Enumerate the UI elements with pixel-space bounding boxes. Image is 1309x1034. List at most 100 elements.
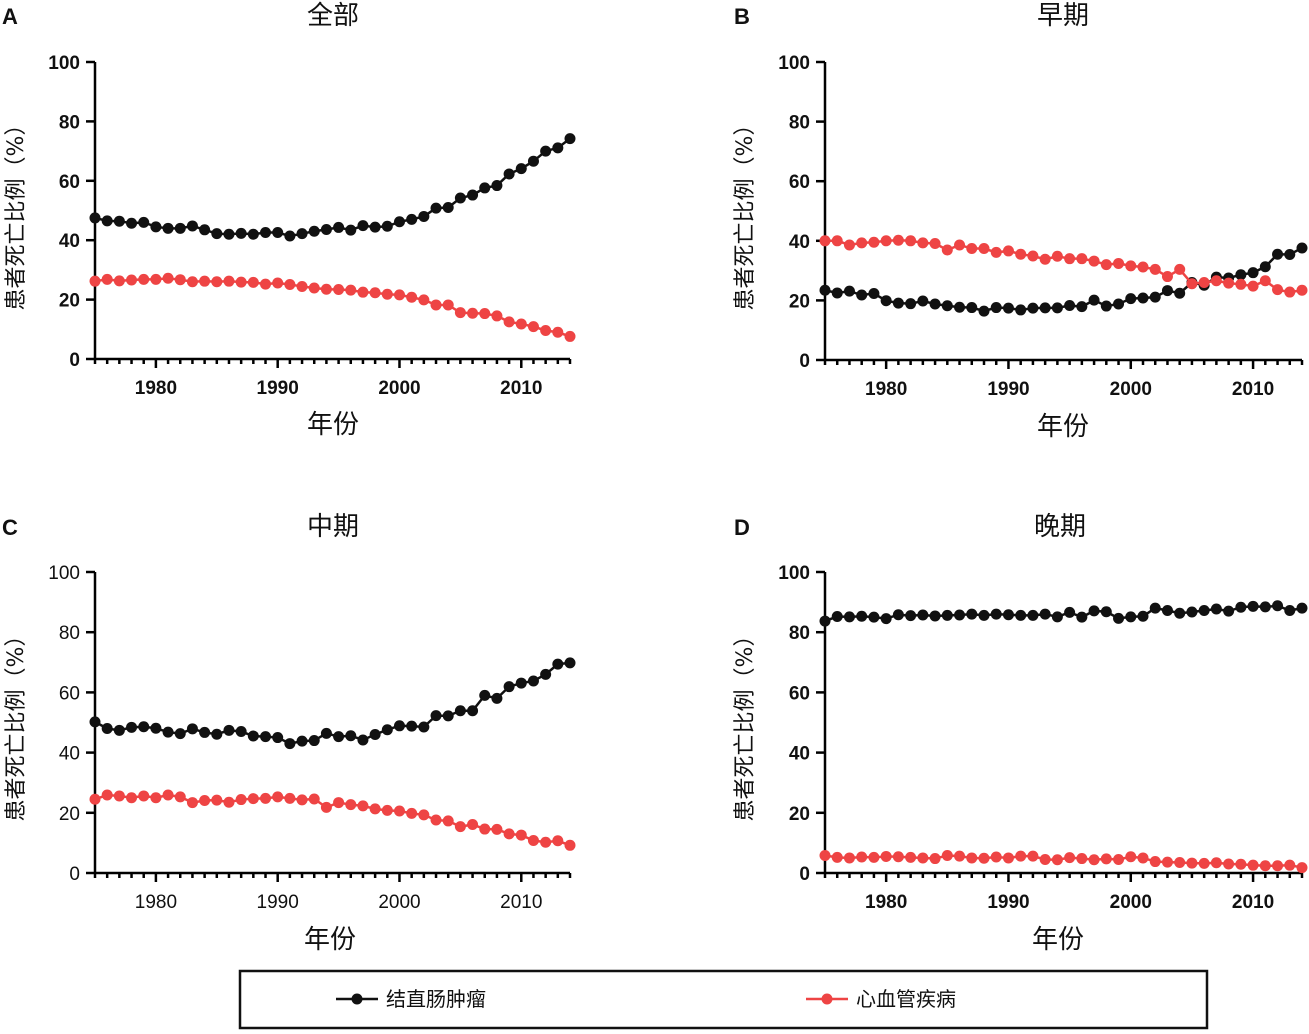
data-point: [186, 797, 198, 809]
data-point: [1235, 601, 1247, 613]
data-point: [162, 272, 174, 284]
y-tick-label: 80: [789, 623, 810, 644]
data-point: [345, 284, 357, 296]
data-point: [284, 738, 296, 750]
data-point: [113, 790, 125, 802]
data-point: [929, 610, 941, 622]
data-point: [564, 330, 576, 342]
data-point: [406, 213, 418, 225]
data-point: [1137, 852, 1149, 864]
data-point: [369, 729, 381, 741]
data-point: [1064, 852, 1076, 864]
data-point: [467, 705, 479, 717]
data-point: [235, 276, 247, 288]
legend-label-cardiovascular: 心血管疾病: [856, 987, 956, 1011]
data-point: [393, 720, 405, 732]
data-point: [199, 224, 211, 236]
y-tick-label: 0: [799, 351, 810, 372]
data-point: [101, 215, 113, 227]
data-point: [199, 726, 211, 738]
data-point: [369, 221, 381, 233]
data-point: [1100, 300, 1112, 312]
data-point: [1125, 611, 1137, 623]
data-point: [1088, 294, 1100, 306]
data-point: [978, 852, 990, 864]
data-point: [284, 278, 296, 290]
data-point: [552, 835, 564, 847]
data-point: [454, 821, 466, 833]
data-point: [990, 246, 1002, 258]
series-line: [94, 276, 571, 338]
data-point: [333, 221, 345, 233]
data-point: [320, 727, 332, 739]
data-point: [150, 792, 162, 804]
x-tick-label: 2000: [378, 378, 420, 399]
data-point: [126, 274, 138, 286]
series-line: [824, 854, 1303, 869]
data-point: [418, 809, 430, 821]
data-point: [1223, 605, 1235, 617]
data-point: [369, 287, 381, 299]
data-point: [357, 286, 369, 298]
data-point: [491, 310, 503, 322]
data-point: [442, 710, 454, 722]
data-point: [101, 723, 113, 735]
data-point: [1113, 257, 1125, 269]
data-point: [1186, 857, 1198, 869]
data-point: [1039, 853, 1051, 865]
data-point: [1149, 602, 1161, 614]
y-tick-label: 0: [69, 864, 80, 885]
data-point: [1015, 304, 1027, 316]
data-point: [843, 852, 855, 864]
data-point: [247, 730, 259, 742]
data-point: [1296, 284, 1308, 296]
data-point: [503, 168, 515, 180]
data-point: [308, 225, 320, 237]
legend-marker-colorectal: [351, 993, 363, 1005]
data-point: [1088, 854, 1100, 866]
data-point: [223, 228, 235, 240]
data-point: [454, 192, 466, 204]
data-point: [150, 221, 162, 233]
y-axis-label: 患者死亡比例（%）: [733, 114, 758, 311]
data-point: [260, 278, 272, 290]
data-point: [235, 794, 247, 806]
data-point: [1272, 600, 1284, 612]
data-point: [89, 793, 101, 805]
data-point: [418, 210, 430, 222]
data-point: [819, 850, 831, 862]
data-point: [393, 805, 405, 817]
data-point: [345, 224, 357, 236]
data-point: [1272, 860, 1284, 872]
data-point: [905, 851, 917, 863]
data-point: [211, 794, 223, 806]
y-tick-label: 40: [59, 744, 80, 765]
data-point: [1247, 267, 1259, 279]
panel-b: B 早期 0 20 40 60 80 100 1980 1990 2000 2010 年份 患者死…: [733, 1, 1308, 442]
data-point: [1247, 600, 1259, 612]
data-point: [1076, 611, 1088, 623]
panel-letter: A: [2, 4, 18, 29]
series-line: [825, 238, 1303, 294]
data-point: [978, 609, 990, 621]
chart-title: 晚期: [1034, 512, 1086, 542]
data-point: [1161, 271, 1173, 283]
data-point: [199, 275, 211, 287]
data-point: [430, 814, 442, 826]
data-point: [1223, 858, 1235, 870]
data-point: [929, 298, 941, 310]
y-tick-label: 40: [59, 231, 80, 252]
y-axis-label: 患者死亡比例（%）: [733, 625, 758, 822]
data-point: [966, 243, 978, 255]
plot-area-a: 0 20 40 60 80 100 1980 1990 2000 2010: [48, 53, 576, 399]
plot-area-c: 0 20 40 60 80 100 1980 1990 2000 2010: [48, 563, 576, 913]
data-point: [527, 321, 539, 333]
data-point: [284, 792, 296, 804]
data-point: [1174, 287, 1186, 299]
data-point: [868, 851, 880, 863]
data-point: [954, 850, 966, 862]
data-point: [941, 244, 953, 256]
data-point: [260, 731, 272, 743]
y-tick-label: 20: [789, 291, 810, 312]
data-point: [308, 793, 320, 805]
